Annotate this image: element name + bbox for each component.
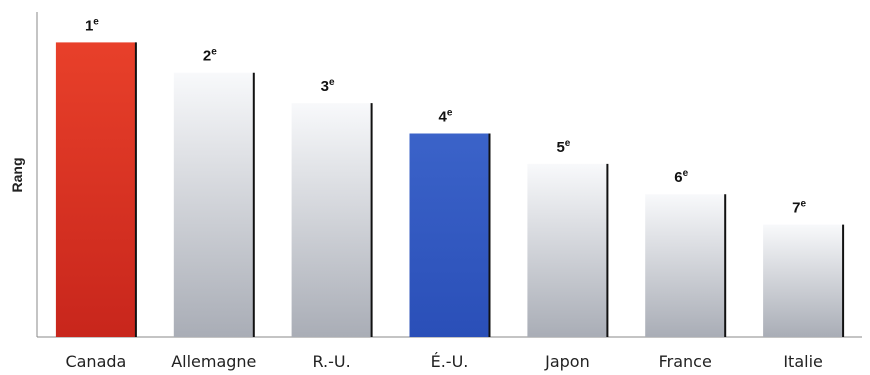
bar-1	[173, 72, 254, 337]
rank-label-4: 5e	[556, 138, 570, 156]
bar-3	[409, 133, 490, 337]
bars-group	[55, 42, 845, 338]
x-tick-label-4: Japon	[544, 352, 590, 371]
x-tick-label-0: Canada	[65, 352, 126, 371]
rank-label-5: 6e	[674, 168, 688, 186]
y-axis-label: Rang	[9, 158, 25, 193]
rank-labels-group: 1e 2e 3e 4e 5e 6e 7e	[85, 16, 807, 216]
rank-label-2: 3e	[321, 77, 335, 95]
x-tick-label-1: Allemagne	[171, 352, 256, 371]
rank-label-3: 4e	[439, 108, 453, 126]
x-tick-labels-group: Canada Allemagne R.-U. É.-U. Japon France Ital…	[65, 352, 822, 371]
bar-0	[55, 42, 136, 338]
x-tick-label-5: France	[659, 352, 712, 371]
x-tick-label-6: Italie	[783, 352, 823, 371]
rank-label-1: 2e	[203, 47, 217, 65]
bar-5	[645, 194, 726, 337]
rank-label-6: 7e	[792, 199, 806, 217]
bar-4	[527, 163, 608, 337]
x-tick-label-2: R.-U.	[312, 352, 350, 371]
bar-6	[763, 224, 844, 337]
rank-label-0: 1e	[85, 16, 99, 34]
bar-2	[291, 103, 372, 337]
x-tick-label-3: É.-U.	[431, 352, 469, 371]
